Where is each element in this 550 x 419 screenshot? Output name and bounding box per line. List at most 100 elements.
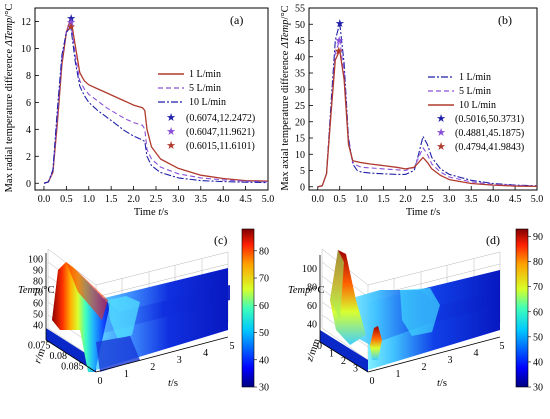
colorbar-tick-label: 30	[533, 383, 543, 394]
x-tick-label: 0.0	[38, 194, 51, 205]
z-tick-label: 80	[307, 283, 317, 294]
colorbar-tick-label: 40	[533, 357, 543, 368]
colorbar-ticks: 30 40 50 60 70 80 90	[528, 232, 543, 394]
x-tick-label: 1	[124, 369, 129, 380]
y-tick-label: 3	[353, 363, 358, 374]
surface-wave	[400, 288, 440, 336]
surface-peak-flank	[330, 250, 344, 320]
y-tick-label: 0.085	[61, 362, 84, 373]
colorbar-ticks: 30 40 50 60 70 80	[254, 246, 269, 394]
x-tick-label: 3.0	[443, 194, 456, 205]
x-tick-label: 2.0	[399, 194, 412, 205]
legend-label: 5 L/min	[459, 86, 491, 97]
axis-ticks: 0.0 0.5 1.0 1.5 2.0 2.5 3.0 3.5 4.0 4.5 5.0 0 5 10 15 2…	[295, 4, 543, 206]
x-tick-label: 4	[203, 348, 208, 359]
z-tick-label: 40	[33, 321, 43, 332]
x-tick-label: 3.0	[172, 194, 185, 205]
x-tick-label: 4.0	[487, 194, 500, 205]
z-tick-label: 80	[33, 277, 43, 288]
x-tick-label: 2.0	[127, 194, 140, 205]
x-tick-label: 0.5	[60, 194, 73, 205]
colorbar	[241, 228, 255, 388]
peak-marker: ★	[66, 17, 76, 29]
legend-label: (0.6047,11.9621)	[186, 127, 255, 138]
colorbar-tick-label: 80	[533, 257, 543, 268]
y-tick-label: 2	[341, 356, 346, 367]
y-tick-label: 2	[26, 152, 31, 163]
x-tick-label: 1.5	[105, 194, 118, 205]
y-tick-label: 12	[21, 17, 31, 28]
series-line	[43, 26, 269, 184]
y-tick-label: 45	[295, 36, 305, 47]
x-tick-label: 1.0	[355, 194, 368, 205]
x-tick-label: 2.5	[421, 194, 434, 205]
legend-label: 5 L/min	[189, 83, 221, 94]
y-tick-label: 30	[295, 85, 305, 96]
x-tick-label: 3	[177, 355, 182, 366]
surface-ridge-shade	[66, 262, 108, 320]
y-tick-label: 55	[295, 4, 305, 15]
surface-secondary-peak	[370, 326, 382, 360]
y-tick-label: 6	[26, 98, 31, 109]
legend-label: (0.4881,45.1875)	[455, 128, 524, 139]
y-tick-label: 0	[317, 341, 322, 352]
peak-marker: ★	[334, 35, 344, 47]
z-tick-label: 40	[307, 320, 317, 331]
legend-star: ★	[166, 126, 176, 138]
x-tick-label: 4.5	[239, 194, 252, 205]
series-line	[317, 49, 538, 188]
surface-front-slab	[320, 330, 368, 372]
z-tick-label: 60	[33, 299, 43, 310]
plot-frame	[34, 7, 269, 191]
surface-wave	[108, 296, 140, 340]
x-tick-label: 5.0	[531, 194, 544, 205]
legend-label: (0.4794,41.9843)	[455, 142, 524, 153]
z-tick-label: 100	[28, 255, 43, 266]
y-tick-label: 10	[295, 150, 305, 161]
plot-frame	[308, 7, 538, 191]
y-tick-label: 1	[329, 348, 334, 359]
y-tick-label: 40	[295, 52, 305, 63]
series-lines	[43, 17, 269, 184]
z-axis-label: Temp/°C	[18, 285, 55, 296]
series-lines	[317, 22, 538, 188]
y-axis-label: Max axial temperature difference ΔTemp/°…	[280, 5, 291, 190]
peak-marker: ★	[66, 13, 76, 25]
colorbar	[515, 228, 529, 388]
axes	[319, 255, 501, 373]
axes	[45, 253, 229, 373]
peak-markers: ★★★	[66, 13, 76, 34]
z-axis-label: Temp/°C	[288, 285, 325, 296]
y-tick-label: 0.075	[28, 340, 51, 351]
panel-label: (c)	[214, 233, 227, 247]
colorbar-tick-label: 60	[533, 307, 543, 318]
axis-ticks: 0.0 0.5 1.0 1.5 2.0 2.5 3.0 3.5 4.0 4.5 5.0 0 2 4 6 8 10…	[21, 17, 274, 205]
legend-star: ★	[436, 113, 446, 125]
y-tick-label: 8	[26, 71, 31, 82]
x-tick-label: 3	[448, 355, 453, 366]
x-tick-label: 1.0	[83, 194, 96, 205]
x-tick-label: 2	[422, 362, 427, 373]
legend-label: (0.5016,50.3731)	[455, 114, 524, 125]
colorbar-tick-label: 80	[259, 246, 269, 257]
x-tick-label: 5.0	[262, 194, 275, 205]
y-tick-label: 0	[300, 182, 305, 193]
y-axis-label: Max radial temperature difference ΔTemp/…	[4, 4, 15, 193]
legend: 1 L/min 5 L/min 10 L/min ★ (0.5016,50.37…	[428, 72, 524, 153]
legend-label: 1 L/min	[189, 69, 221, 80]
y-axis-label: r/m	[32, 347, 48, 365]
z-tick-label: 100	[302, 264, 317, 275]
surface-ridge	[52, 262, 110, 372]
z-tick-label: 60	[307, 301, 317, 312]
x-axis-label: t/s	[168, 378, 178, 389]
panel-b: 0.0 0.5 1.0 1.5 2.0 2.5 3.0 3.5 4.0 4.5 5.0 0 5 10 15 2…	[280, 4, 543, 219]
legend-label: (0.6015,11.6101)	[186, 141, 255, 152]
x-axis-label: Time t/s	[406, 207, 440, 218]
colorbar-tick-label: 70	[533, 282, 543, 293]
y-tick-label: 15	[295, 134, 305, 145]
